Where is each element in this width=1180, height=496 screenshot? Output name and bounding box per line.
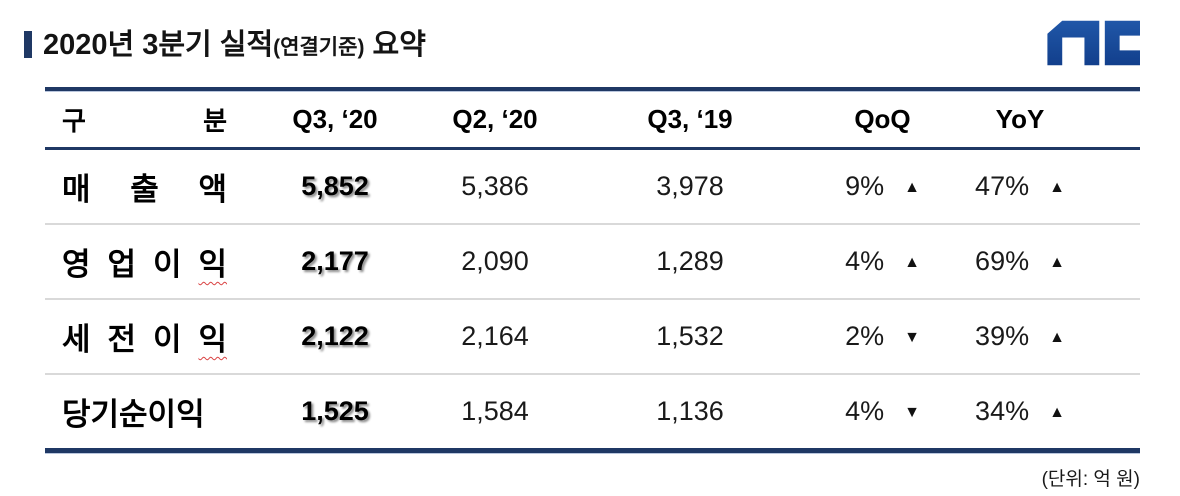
cell-yoy: 39% ▲ [965, 321, 1075, 352]
row-label-cell: 세 전 이 익 [45, 314, 260, 359]
cell-q2-20: 2,090 [461, 246, 529, 276]
page-title: 2020년 3분기 실적(연결기준) 요약 [43, 26, 426, 67]
up-arrow-icon: ▲ [1049, 253, 1065, 271]
column-header-q3-20: Q3, ‘20 [292, 104, 378, 134]
up-arrow-icon: ▲ [1049, 178, 1065, 196]
row-label-main: 세 전 이 [62, 322, 182, 357]
row-separator [45, 298, 1140, 300]
cell-qoq: 2% ▼ [800, 321, 965, 352]
cell-q2-20: 2,164 [461, 321, 529, 351]
column-header-qoq: QoQ [854, 104, 911, 134]
table-bottom-rule [45, 448, 1140, 454]
header-bottom-rule [45, 147, 1140, 150]
row-separator [45, 373, 1140, 375]
row-label-cell: 영 업 이 익 [45, 239, 260, 284]
page-title-sub: (연결기준) [273, 36, 365, 59]
nc-logo-icon [1047, 20, 1140, 66]
row-separator [45, 223, 1140, 225]
row-label: 영 업 이 익 [62, 239, 227, 284]
qoq-value: 4% [845, 246, 885, 276]
cell-q3-19: 3,978 [656, 171, 724, 201]
column-header-gubun: 구 분 [45, 101, 260, 138]
table-top-rule [45, 87, 1140, 92]
column-header-q2-20: Q2, ‘20 [452, 104, 538, 134]
table-header-row: 구 분 Q3, ‘20 Q2, ‘20 Q3, ‘19 QoQ YoY [45, 92, 1140, 147]
column-header-q3-19: Q3, ‘19 [647, 104, 733, 134]
yoy-value: 39% [975, 321, 1030, 351]
yoy-value: 47% [975, 171, 1030, 201]
page-title-main: 2020년 3분기 실적 [43, 29, 274, 61]
cell-q3-20: 5,852 [301, 171, 369, 201]
up-arrow-icon: ▲ [1049, 328, 1065, 346]
up-arrow-icon: ▲ [1049, 403, 1065, 421]
cell-qoq: 4% ▲ [800, 246, 965, 277]
row-label-cell: 매 출 액 [45, 164, 260, 209]
row-label: 세 전 이 익 [62, 314, 227, 359]
up-arrow-icon: ▲ [904, 253, 920, 271]
up-arrow-icon: ▲ [904, 178, 920, 196]
cell-q3-20: 2,122 [301, 321, 369, 351]
results-table: 구 분 Q3, ‘20 Q2, ‘20 Q3, ‘19 QoQ YoY 매 출 … [45, 87, 1140, 454]
cell-q2-20: 1,584 [461, 396, 529, 426]
down-arrow-icon: ▼ [904, 403, 920, 421]
cell-yoy: 47% ▲ [965, 171, 1075, 202]
qoq-value: 9% [845, 171, 885, 201]
table-row-pretax-profit: 세 전 이 익 2,122 2,164 1,532 2% ▼ 39% ▲ [45, 300, 1140, 373]
cell-q3-19: 1,289 [656, 246, 724, 276]
cell-q2-20: 5,386 [461, 171, 529, 201]
cell-qoq: 9% ▲ [800, 171, 965, 202]
cell-q3-20: 2,177 [301, 246, 369, 276]
row-label-cell: 당기순이익 [45, 389, 260, 434]
table-row-revenue: 매 출 액 5,852 5,386 3,978 9% ▲ 47% ▲ [45, 150, 1140, 223]
cell-yoy: 34% ▲ [965, 396, 1075, 427]
table-row-net-profit: 당기순이익 1,525 1,584 1,136 4% ▼ 34% ▲ [45, 375, 1140, 448]
unit-note: (단위: 억 원) [1041, 469, 1140, 490]
cell-yoy: 69% ▲ [965, 246, 1075, 277]
yoy-value: 69% [975, 246, 1030, 276]
row-label-spellcheck: 익 [198, 247, 227, 282]
row-label-main: 영 업 이 [62, 247, 182, 282]
page-title-tail: 요약 [364, 29, 426, 61]
cell-qoq: 4% ▼ [800, 396, 965, 427]
qoq-value: 4% [845, 396, 885, 426]
title-accent-bar [24, 31, 32, 58]
cell-q3-20: 1,525 [301, 396, 369, 426]
column-header-yoy: YoY [995, 104, 1045, 134]
title-row: 2020년 3분기 실적(연결기준) 요약 [0, 0, 1180, 70]
yoy-value: 34% [975, 396, 1030, 426]
table-row-operating-profit: 영 업 이 익 2,177 2,090 1,289 4% ▲ 69% ▲ [45, 225, 1140, 298]
row-label: 매 출 액 [62, 172, 227, 207]
down-arrow-icon: ▼ [904, 328, 920, 346]
row-label-spellcheck: 익 [198, 322, 227, 357]
cell-q3-19: 1,532 [656, 321, 724, 351]
cell-q3-19: 1,136 [656, 396, 724, 426]
row-label: 당기순이익 [62, 397, 205, 432]
column-header-gubun-label: 구 분 [62, 106, 227, 136]
qoq-value: 2% [845, 321, 885, 351]
